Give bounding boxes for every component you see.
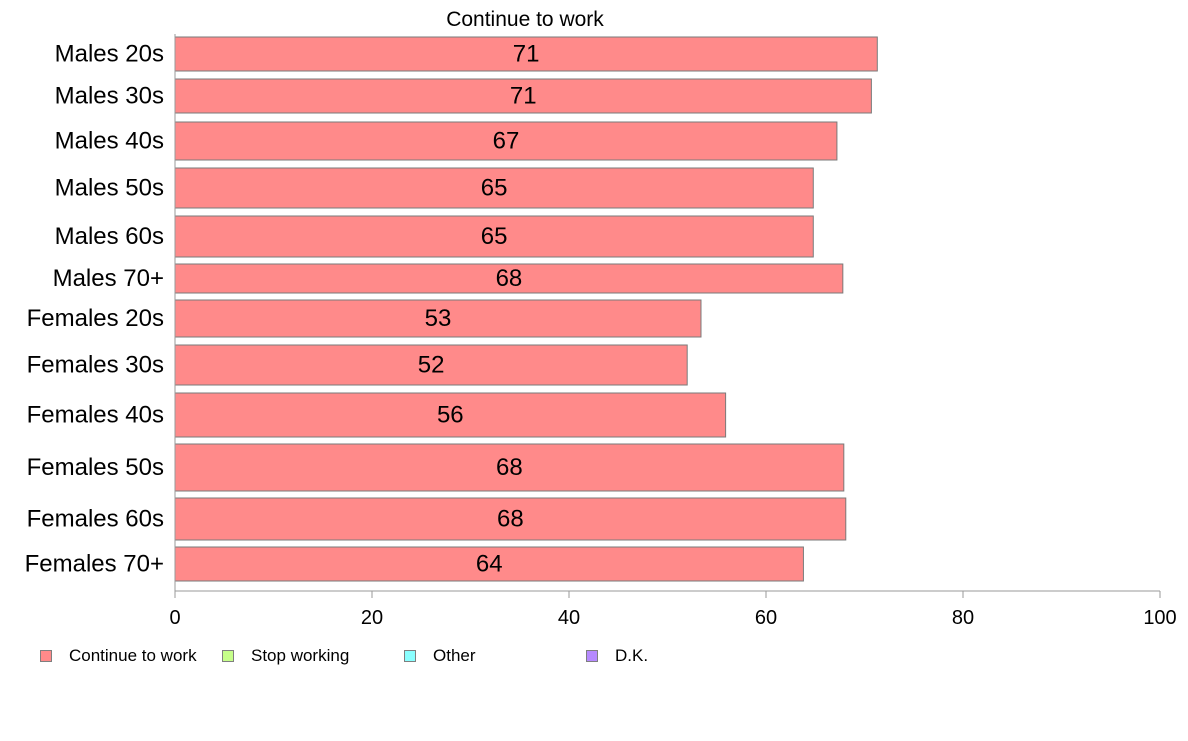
- value-label-males-50s: 65: [481, 175, 508, 202]
- legend-item-other: Other: [404, 645, 476, 667]
- value-label-females-70-plus: 64: [476, 551, 503, 578]
- legend-label-stop-working: Stop working: [251, 646, 350, 665]
- bar-females-70-plus: [174, 546, 804, 582]
- value-label-females-30s: 52: [418, 352, 445, 379]
- category-label-females-30s: Females 30s: [27, 352, 164, 379]
- category-label-males-30s: Males 30s: [55, 83, 164, 110]
- legend-swatch-dk: [586, 650, 598, 662]
- category-label-females-20s: Females 20s: [27, 305, 164, 332]
- category-label-males-20s: Males 20s: [55, 41, 164, 68]
- bars-layer: [174, 36, 878, 582]
- value-label-males-20s: 71: [513, 41, 540, 68]
- value-labels: 71 71 67 65 65 68 53 52 56 68 68 64: [418, 41, 540, 578]
- value-label-females-50s: 68: [496, 454, 523, 481]
- legend-swatch-stop-working: [222, 650, 234, 662]
- bar-males-50s: [174, 167, 814, 209]
- bar-females-50s: [174, 443, 845, 492]
- bar-males-30s: [174, 78, 872, 114]
- x-tick-label-100: 100: [1143, 607, 1176, 629]
- legend-label-continue-to-work: Continue to work: [69, 646, 197, 665]
- chart-title: Continue to work: [446, 8, 604, 31]
- x-tick-label-20: 20: [361, 607, 383, 629]
- x-tick-label-80: 80: [952, 607, 974, 629]
- category-label-females-50s: Females 50s: [27, 454, 164, 481]
- legend-item-continue-to-work: Continue to work: [40, 645, 197, 667]
- value-label-females-60s: 68: [497, 506, 524, 533]
- legend-label-other: Other: [433, 646, 476, 665]
- category-label-males-50s: Males 50s: [55, 175, 164, 202]
- legend-swatch-continue-to-work: [40, 650, 52, 662]
- bar-males-40s: [174, 121, 838, 161]
- value-label-females-20s: 53: [425, 305, 452, 332]
- value-label-females-40s: 56: [437, 402, 464, 429]
- value-label-males-40s: 67: [493, 128, 520, 155]
- legend-item-stop-working: Stop working: [222, 645, 349, 667]
- category-label-females-40s: Females 40s: [27, 402, 164, 429]
- value-label-males-30s: 71: [510, 83, 537, 110]
- legend-swatch-other: [404, 650, 416, 662]
- bar-females-20s: [174, 299, 702, 338]
- bar-males-20s: [174, 36, 878, 72]
- legend-item-dk: D.K.: [586, 645, 648, 667]
- category-label-males-60s: Males 60s: [55, 223, 164, 250]
- legend-label-dk: D.K.: [615, 646, 649, 665]
- bar-females-60s: [174, 497, 847, 541]
- value-label-males-60s: 65: [481, 223, 508, 250]
- legend: Continue to work Stop working Other D.K.: [40, 645, 680, 667]
- x-tick-label-60: 60: [755, 607, 777, 629]
- category-label-females-60s: Females 60s: [27, 506, 164, 533]
- value-label-males-70-plus: 68: [496, 265, 523, 292]
- x-tick-label-0: 0: [169, 607, 180, 629]
- category-label-females-70-plus: Females 70+: [25, 551, 164, 578]
- bar-males-60s: [174, 215, 814, 258]
- x-axis: 0 20 40 60 80 100: [169, 34, 1177, 629]
- category-label-males-40s: Males 40s: [55, 128, 164, 155]
- x-tick-label-40: 40: [558, 607, 580, 629]
- category-label-males-70-plus: Males 70+: [53, 265, 164, 292]
- category-labels: Males 20s Males 30s Males 40s Males 50s Male…: [25, 41, 164, 578]
